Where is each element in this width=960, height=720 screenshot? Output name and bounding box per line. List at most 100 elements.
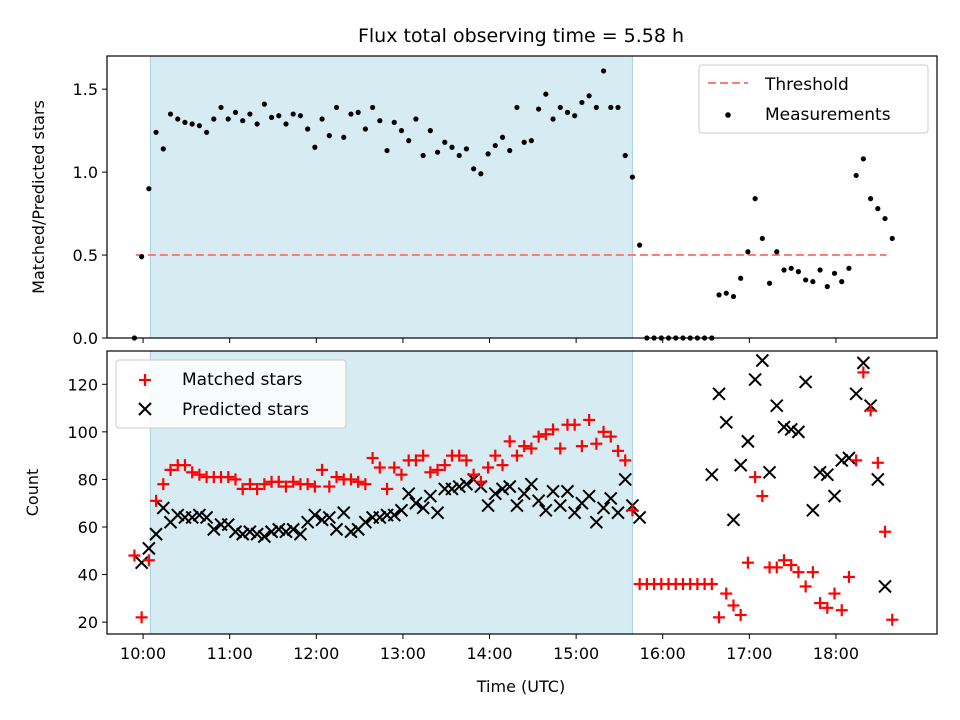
predicted-point bbox=[156, 501, 171, 515]
measurement-point bbox=[305, 126, 311, 132]
bottom-y-tick-label: 80 bbox=[78, 470, 98, 489]
figure-title: Flux total observing time = 5.58 h bbox=[358, 25, 684, 47]
measurement-point bbox=[160, 146, 166, 152]
measurement-point bbox=[139, 254, 145, 260]
predicted-point bbox=[488, 486, 503, 501]
predicted-point bbox=[329, 522, 344, 537]
predicted-point bbox=[741, 434, 755, 449]
matched-point bbox=[879, 525, 892, 538]
measurement-point bbox=[189, 121, 195, 127]
matched-point bbox=[395, 468, 408, 481]
bottom-x-axis-label: Time (UTC) bbox=[476, 677, 565, 696]
measurement-point bbox=[297, 113, 304, 119]
matched-point bbox=[164, 463, 177, 476]
measurement-point bbox=[608, 104, 614, 111]
predicted-point bbox=[409, 496, 423, 510]
matched-point bbox=[344, 473, 357, 486]
measurement-point bbox=[406, 138, 412, 144]
bottom-y-tick-label: 60 bbox=[78, 518, 98, 537]
matched-point bbox=[532, 430, 545, 443]
measurement-point bbox=[507, 147, 513, 154]
predicted-point bbox=[784, 422, 798, 437]
measurement-point bbox=[716, 292, 722, 298]
measurement-point bbox=[868, 196, 874, 202]
measurement-point bbox=[370, 104, 376, 111]
measurement-point bbox=[225, 116, 231, 122]
predicted-point bbox=[798, 375, 813, 389]
predicted-point bbox=[755, 353, 770, 368]
matched-point bbox=[279, 480, 292, 493]
matched-point bbox=[128, 549, 141, 562]
measurement-point bbox=[276, 113, 282, 119]
measurement-point bbox=[232, 109, 239, 115]
predicted-point bbox=[611, 506, 625, 520]
measurement-point bbox=[268, 114, 275, 120]
predicted-point bbox=[827, 489, 842, 503]
matched-point bbox=[857, 366, 870, 379]
matched-point bbox=[178, 459, 191, 472]
predicted-point bbox=[503, 479, 517, 494]
measurement-point bbox=[218, 104, 224, 111]
matched-point bbox=[366, 452, 379, 465]
measurement-point bbox=[413, 116, 419, 122]
top-y-axis: 0.0 0.5 1.0 1.5 bbox=[73, 80, 107, 348]
measurement-point bbox=[485, 151, 491, 157]
measurement-point bbox=[766, 280, 773, 286]
matched-point bbox=[518, 440, 531, 453]
matched-point bbox=[388, 461, 401, 474]
measurement-point bbox=[817, 267, 823, 273]
bottom-x-tick-label: 17:00 bbox=[726, 644, 772, 663]
matched-point bbox=[828, 587, 841, 600]
matched-point bbox=[409, 454, 422, 467]
predicted-point bbox=[171, 508, 185, 522]
top-y-tick-label: 1.0 bbox=[73, 163, 98, 182]
top-plot-area bbox=[131, 55, 895, 341]
top-y-tick-label: 1.5 bbox=[73, 80, 98, 99]
matched-point bbox=[583, 413, 596, 426]
matched-point bbox=[799, 580, 812, 593]
top-x-axis bbox=[142, 338, 837, 343]
matched-point bbox=[308, 480, 321, 493]
predicted-point bbox=[452, 479, 466, 494]
bottom-y-axis-label: Count bbox=[23, 469, 42, 517]
measurement-point bbox=[261, 101, 267, 107]
matched-point bbox=[785, 559, 798, 572]
bottom-x-tick-label: 13:00 bbox=[380, 644, 426, 663]
predicted-point bbox=[856, 356, 871, 370]
predicted-point bbox=[207, 522, 221, 537]
matched-point bbox=[503, 435, 516, 448]
predicted-point bbox=[481, 498, 495, 513]
predicted-point bbox=[401, 486, 416, 501]
bottom-x-tick-label: 14:00 bbox=[466, 644, 512, 663]
matched-point bbox=[258, 478, 271, 491]
measurement-point bbox=[774, 249, 780, 255]
matched-point bbox=[842, 570, 855, 583]
predicted-point bbox=[560, 484, 575, 499]
predicted-point bbox=[604, 491, 618, 506]
matched-point bbox=[713, 611, 726, 624]
measurement-point bbox=[326, 133, 332, 139]
measurement-point bbox=[167, 111, 174, 117]
measurement-point bbox=[730, 293, 737, 300]
measurement-point bbox=[745, 249, 751, 255]
matched-point bbox=[864, 404, 877, 417]
matched-point bbox=[496, 459, 509, 472]
predicted-point bbox=[712, 387, 726, 401]
predicted-point bbox=[842, 451, 856, 465]
measurement-point bbox=[204, 129, 210, 135]
measurement-point bbox=[853, 172, 859, 179]
matched-point bbox=[727, 599, 740, 612]
predicted-point bbox=[199, 510, 214, 525]
measurement-point bbox=[254, 121, 260, 127]
matched-point bbox=[417, 449, 430, 462]
bottom-y-axis: 20 40 60 80 100 120 bbox=[67, 375, 107, 632]
measurement-point bbox=[434, 149, 441, 155]
matched-point bbox=[604, 430, 617, 443]
measurement-point bbox=[146, 186, 152, 192]
predicted-point bbox=[726, 513, 741, 527]
matched-point bbox=[705, 578, 718, 591]
matched-point bbox=[193, 468, 206, 481]
predicted-point bbox=[770, 398, 784, 413]
predicted-point bbox=[185, 510, 199, 525]
